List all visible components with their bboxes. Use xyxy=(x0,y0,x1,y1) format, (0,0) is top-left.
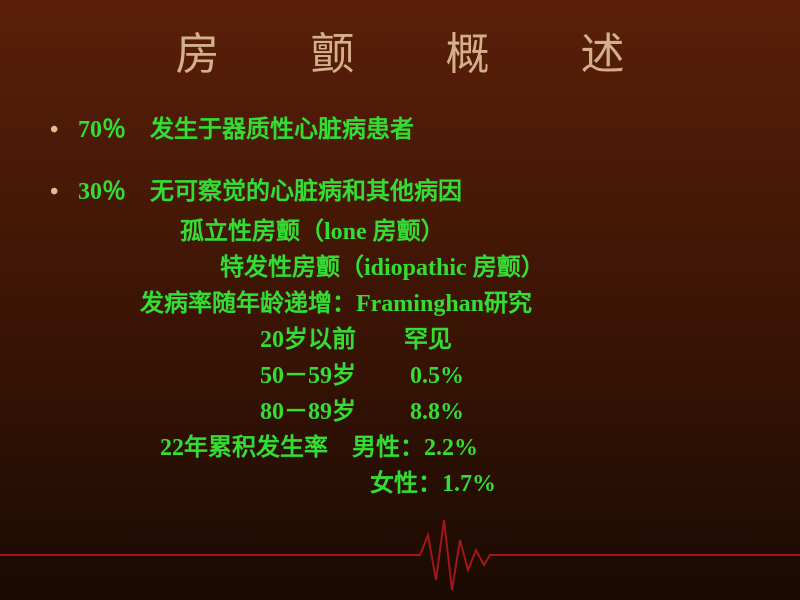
bullet-item: • 70％ 发生于器质性心脏病患者 xyxy=(50,112,750,148)
bullet-dot-icon: • xyxy=(50,174,78,210)
bullet-pct: 30％ 无可察觉的心脏病和其他病因 xyxy=(78,174,462,210)
bullet-pct: 70％ 发生于器质性心脏病患者 xyxy=(78,112,414,148)
cumulative-row: 22年累积发生率 男性：2.2% xyxy=(50,430,750,466)
sub-line-idiopathic: 特发性房颤（idiopathic 房颤） xyxy=(50,250,750,286)
age-row: 80－89岁 8.8% xyxy=(50,394,750,430)
cumulative-female: 女性：1.7% xyxy=(50,466,750,502)
slide-content: • 70％ 发生于器质性心脏病患者 • 30％ 无可察觉的心脏病和其他病因 孤立… xyxy=(0,82,800,502)
sub-line-lone: 孤立性房颤（lone 房颤） xyxy=(50,214,750,250)
sub-line-study: 发病率随年龄递增：Framinghan研究 xyxy=(50,286,750,322)
age-row: 50－59岁 0.5% xyxy=(50,358,750,394)
bullet-item: • 30％ 无可察觉的心脏病和其他病因 xyxy=(50,174,750,210)
age-row: 20岁以前 罕见 xyxy=(50,322,750,358)
slide-title: 房 颤 概 述 xyxy=(0,0,800,82)
bullet-dot-icon: • xyxy=(50,112,78,148)
ecg-line-icon xyxy=(0,510,800,600)
